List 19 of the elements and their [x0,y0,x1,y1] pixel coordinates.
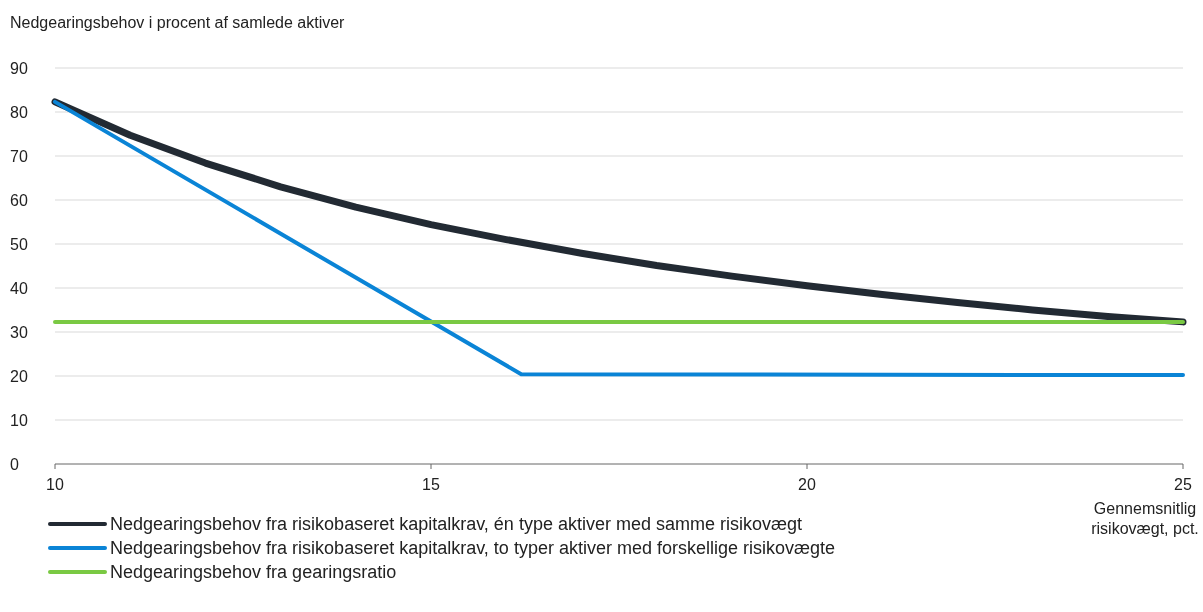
y-tick-label: 30 [10,324,28,341]
x-tick-label: 20 [798,476,816,493]
y-tick-label: 0 [10,456,19,473]
y-tick-label: 50 [10,236,28,253]
x-axis-title: Gennemsnitlig risikovægt, pct. [1091,500,1199,537]
legend-label: Nedgearingsbehov fra risikobaseret kapitalkrav, to typer aktiver med forskellige risikovægte [110,538,835,558]
x-tick-label: 25 [1174,476,1192,493]
x-tick-label: 15 [422,476,440,493]
y-tick-label: 80 [10,104,28,121]
y-tick-label: 60 [10,192,28,209]
legend-label: Nedgearingsbehov fra gearingsratio [110,562,397,582]
y-tick-label: 10 [10,412,28,429]
legend-label: Nedgearingsbehov fra risikobaseret kapitalkrav, én type aktiver med samme risikovægt [110,514,802,534]
x-tick-label: 10 [46,476,64,493]
y-axis-title: Nedgearingsbehov i procent af samlede aktiver [10,14,346,31]
y-tick-label: 70 [10,148,28,165]
y-tick-label: 20 [10,368,28,385]
y-tick-label: 40 [10,280,28,297]
y-tick-label: 90 [10,60,28,77]
